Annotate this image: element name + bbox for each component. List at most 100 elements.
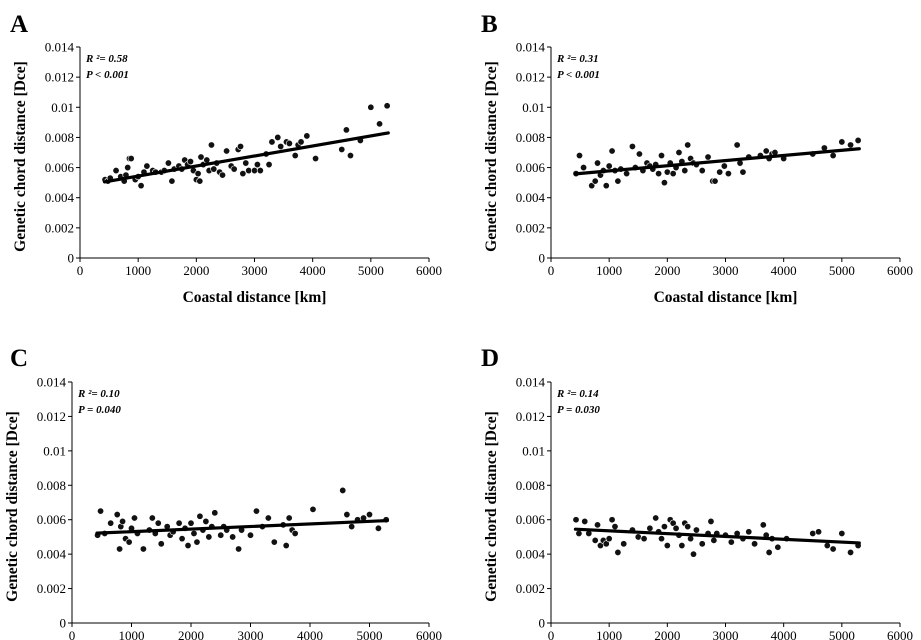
y-tick-label: 0.01 xyxy=(522,443,545,458)
data-point xyxy=(711,177,719,185)
x-tick-label: 2000 xyxy=(654,628,680,640)
r-squared-label: R ²= 0.10 xyxy=(77,388,120,400)
data-point xyxy=(339,486,347,494)
x-tick-label: 4000 xyxy=(771,628,797,640)
r-squared-label: R ²= 0.58 xyxy=(85,53,128,65)
x-tick-label: 1000 xyxy=(125,263,151,278)
panel-b: B 0 0.002 0.004 0.006 0.008 0.01 0.012 0.014 0 100… xyxy=(481,11,913,306)
x-axis-title: Coastal distance [km] xyxy=(183,289,327,306)
data-point xyxy=(620,540,628,548)
data-point xyxy=(309,505,317,513)
y-tick-label: 0.002 xyxy=(516,581,545,596)
data-point xyxy=(572,516,580,524)
data-point xyxy=(710,536,718,544)
x-tick-label: 0 xyxy=(77,263,84,278)
data-point xyxy=(338,145,346,153)
data-point xyxy=(739,168,747,176)
data-point xyxy=(602,540,610,548)
data-point xyxy=(265,161,273,169)
data-point xyxy=(139,545,147,553)
data-point xyxy=(205,533,213,541)
data-point xyxy=(175,519,183,527)
data-point xyxy=(684,141,692,149)
y-tick-label: 0.014 xyxy=(45,40,75,55)
data-point xyxy=(628,142,636,150)
data-point xyxy=(113,511,121,519)
data-point xyxy=(611,523,619,531)
data-point xyxy=(210,165,218,173)
data-point xyxy=(346,152,354,160)
x-tick-label: 2000 xyxy=(183,263,209,278)
data-point xyxy=(376,120,384,128)
data-point xyxy=(277,142,285,150)
x-tick-label: 0 xyxy=(548,628,555,640)
data-point xyxy=(343,511,351,519)
x-tick-label: 0 xyxy=(548,263,555,278)
x-tick-label: 2000 xyxy=(654,263,680,278)
data-point xyxy=(594,521,602,529)
data-point xyxy=(581,517,589,525)
x-tick-label: 5000 xyxy=(829,628,855,640)
y-tick-label: 0 xyxy=(539,616,546,631)
data-point xyxy=(733,141,741,149)
x-tick-label: 4000 xyxy=(771,263,797,278)
data-point xyxy=(847,141,855,149)
data-point xyxy=(251,167,259,175)
data-point xyxy=(663,168,671,176)
data-point xyxy=(256,167,264,175)
data-point xyxy=(348,523,356,531)
y-tick-label: 0.008 xyxy=(516,130,545,145)
data-point xyxy=(762,147,770,155)
x-tick-label: 1000 xyxy=(596,628,622,640)
data-point xyxy=(652,514,660,522)
data-point xyxy=(576,152,584,160)
data-point xyxy=(291,152,299,160)
y-tick-label: 0.006 xyxy=(37,512,67,527)
data-point xyxy=(681,167,689,175)
y-tick-label: 0.012 xyxy=(516,70,545,85)
data-point xyxy=(720,162,728,170)
data-point xyxy=(690,550,698,558)
data-point xyxy=(285,139,293,147)
data-point xyxy=(707,517,715,525)
r-squared-label: R ²= 0.31 xyxy=(556,53,599,65)
data-point xyxy=(847,548,855,556)
data-point xyxy=(774,543,782,551)
x-tick-label: 5000 xyxy=(358,263,384,278)
y-tick-label: 0.008 xyxy=(45,130,74,145)
p-value-label: P = 0.030 xyxy=(557,404,600,416)
panel-letter-c: C xyxy=(10,345,28,372)
x-tick-label: 1000 xyxy=(596,263,622,278)
x-tick-label: 6000 xyxy=(416,263,442,278)
y-tick-label: 0.002 xyxy=(516,220,545,235)
data-point xyxy=(580,164,588,172)
data-point xyxy=(312,155,320,163)
r-squared-label: R ²= 0.14 xyxy=(556,388,599,400)
data-point xyxy=(197,153,205,161)
data-point xyxy=(646,524,654,532)
data-point xyxy=(264,514,272,522)
data-point xyxy=(247,531,255,539)
data-point xyxy=(591,177,599,185)
data-point xyxy=(602,182,610,190)
panel-c: C 0 0.002 0.004 0.006 0.008 0.01 0.012 0.014 0 100… xyxy=(4,345,442,640)
data-point xyxy=(660,523,668,531)
data-point xyxy=(184,542,192,550)
data-point xyxy=(634,533,642,541)
data-point xyxy=(252,507,260,515)
data-point xyxy=(127,155,135,163)
panel-letter-b: B xyxy=(481,11,498,38)
data-point xyxy=(698,540,706,548)
data-point xyxy=(178,535,186,543)
data-point xyxy=(237,142,245,150)
x-axis-title: Coastal distance [km] xyxy=(654,289,798,306)
data-point xyxy=(202,517,210,525)
data-point xyxy=(291,529,299,537)
data-point xyxy=(282,542,290,550)
data-point xyxy=(374,524,382,532)
trend-line xyxy=(95,518,389,535)
data-point xyxy=(591,536,599,544)
data-point xyxy=(608,147,616,155)
trend-line xyxy=(102,131,390,184)
data-point xyxy=(692,526,700,534)
